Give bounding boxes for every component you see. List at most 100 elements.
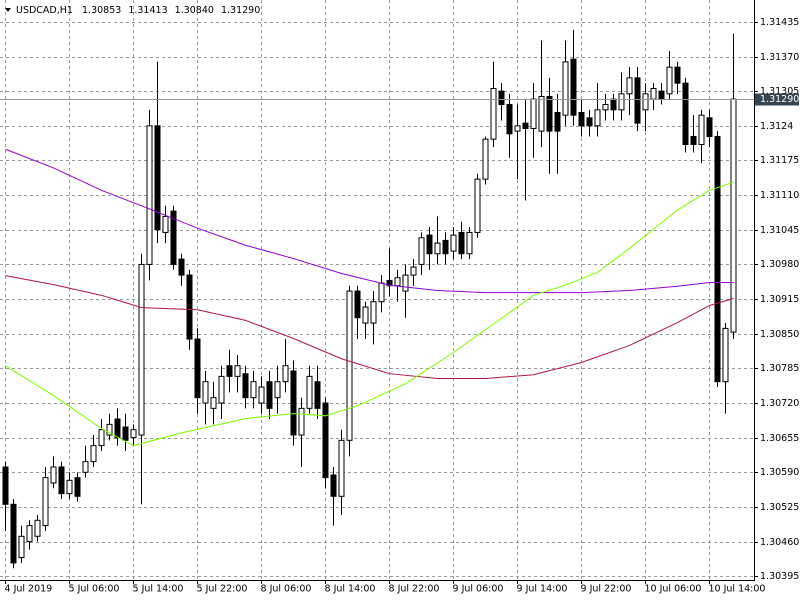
candle-body — [378, 282, 385, 303]
candle-body — [482, 138, 489, 180]
candle-body — [50, 466, 57, 484]
candle-body — [306, 375, 313, 409]
candle-body — [162, 215, 169, 233]
candle-body — [338, 439, 345, 497]
candle-body — [586, 117, 593, 127]
candle-body — [250, 381, 257, 399]
y-tick-label: 1.3124 — [760, 121, 793, 132]
candle-body — [450, 234, 457, 252]
y-tick-label: 1.30785 — [760, 363, 799, 374]
candle-body — [242, 373, 249, 399]
candle-body — [98, 429, 105, 447]
candle-body — [194, 338, 201, 399]
candle-body — [666, 66, 673, 95]
candle-body — [114, 418, 121, 439]
candle-body — [442, 239, 449, 255]
y-tick-label: 1.30460 — [760, 537, 799, 548]
candle-body — [498, 90, 505, 105]
candle-body — [74, 477, 81, 497]
candle-body — [554, 111, 561, 132]
moving-average — [5, 148, 734, 294]
candle-body — [642, 93, 649, 111]
x-tick-label: 10 Jul 14:00 — [709, 584, 766, 595]
candle-body — [410, 266, 417, 276]
candle-body — [522, 122, 529, 129]
candle-body — [434, 242, 441, 255]
y-tick-label: 1.31175 — [760, 155, 799, 166]
candle-body — [426, 234, 433, 255]
x-tick-label: 8 Jul 22:00 — [389, 584, 440, 595]
candle-body — [322, 402, 329, 479]
candle-body — [466, 231, 473, 255]
x-tick-label: 10 Jul 06:00 — [645, 584, 702, 595]
candle-body — [202, 381, 209, 404]
candle-body — [314, 381, 321, 409]
candle-body — [690, 135, 697, 145]
y-tick-label: 1.31370 — [760, 52, 799, 63]
y-tick-label: 1.30525 — [760, 502, 799, 513]
candle-body — [386, 279, 393, 287]
candle-body — [602, 103, 609, 111]
price-label-box — [755, 93, 799, 106]
menu-icon — [5, 8, 11, 12]
candle-body — [106, 423, 113, 436]
y-tick-label: 1.30655 — [760, 433, 799, 444]
candle-body — [18, 535, 25, 559]
low-label: 1.30840 — [175, 5, 214, 16]
candle-body — [698, 114, 705, 145]
x-tick-label: 5 Jul 06:00 — [69, 584, 120, 595]
candle-body — [394, 277, 401, 287]
chart-header: USDCAD,H1 1.30853 1.31413 1.30840 1.3129… — [16, 5, 260, 16]
candle-body — [370, 301, 377, 324]
candle-body — [178, 258, 185, 276]
candle-body — [570, 58, 577, 116]
candle-body — [706, 117, 713, 137]
candle-body — [274, 381, 281, 399]
high-label: 1.31413 — [128, 5, 167, 16]
x-tick-label: 9 Jul 22:00 — [581, 584, 632, 595]
y-tick-label: 1.30395 — [760, 571, 799, 582]
close-label: 1.31290 — [221, 5, 260, 16]
candle-body — [626, 77, 633, 95]
candle-body — [674, 66, 681, 84]
symbol: USDCAD,H1 — [16, 5, 73, 16]
candle-body — [530, 98, 537, 129]
candle-body — [650, 87, 657, 100]
plot — [0, 29, 754, 569]
candle-body — [634, 77, 641, 124]
candle-body — [594, 109, 601, 127]
candle-body — [66, 479, 73, 495]
candle-body — [10, 503, 17, 564]
candle-body — [58, 466, 65, 495]
candle-body — [330, 474, 337, 497]
candle-body — [730, 98, 737, 333]
candle-body — [514, 125, 521, 132]
candle-body — [226, 365, 233, 377]
candle-body — [2, 466, 9, 505]
candle-body — [130, 429, 137, 439]
candle-body — [146, 125, 153, 265]
candle-body — [282, 365, 289, 383]
y-tick-label: 1.31305 — [760, 86, 799, 97]
y-tick-label: 1.31110 — [760, 190, 799, 201]
candle-body — [154, 125, 161, 231]
y-tick-label: 1.30850 — [760, 329, 799, 340]
price-label: 1.31290 — [760, 94, 799, 105]
y-tick-label: 1.31435 — [760, 17, 799, 28]
candle-body — [258, 386, 265, 404]
candle-body — [610, 98, 617, 111]
candle-body — [354, 290, 361, 319]
candle-body — [234, 365, 241, 377]
candle-body — [26, 525, 33, 543]
moving-average — [5, 181, 734, 447]
y-tick-label: 1.30915 — [760, 294, 799, 305]
candle-body — [578, 111, 585, 127]
x-tick-label: 5 Jul 22:00 — [197, 584, 248, 595]
candle-body — [42, 477, 49, 527]
candle-body — [266, 381, 273, 409]
moving-average — [5, 275, 734, 379]
candle-body — [90, 445, 97, 463]
candle-body — [82, 461, 89, 473]
x-tick-label: 8 Jul 06:00 — [261, 584, 312, 595]
